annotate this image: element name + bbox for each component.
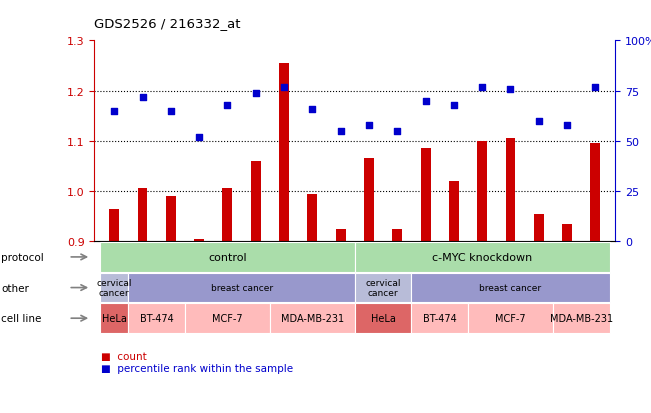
Text: BT-474: BT-474 bbox=[423, 313, 456, 323]
Point bbox=[590, 84, 601, 91]
Bar bbox=[449, 181, 459, 242]
Bar bbox=[223, 189, 232, 242]
Bar bbox=[506, 139, 516, 242]
Point bbox=[562, 122, 572, 129]
Text: GDS2526 / 216332_at: GDS2526 / 216332_at bbox=[94, 17, 241, 29]
Text: MDA-MB-231: MDA-MB-231 bbox=[281, 313, 344, 323]
Point bbox=[222, 102, 232, 109]
Bar bbox=[393, 229, 402, 242]
Text: cervical
cancer: cervical cancer bbox=[96, 278, 132, 297]
Point bbox=[165, 108, 176, 115]
Text: MCF-7: MCF-7 bbox=[495, 313, 526, 323]
Point bbox=[194, 134, 204, 141]
Text: cervical
cancer: cervical cancer bbox=[365, 278, 401, 297]
Bar bbox=[251, 161, 260, 242]
Bar bbox=[534, 214, 544, 242]
Point bbox=[137, 94, 148, 101]
Text: breast cancer: breast cancer bbox=[210, 283, 273, 292]
Text: MCF-7: MCF-7 bbox=[212, 313, 243, 323]
Text: control: control bbox=[208, 252, 247, 262]
Point bbox=[251, 90, 261, 97]
Point bbox=[335, 128, 346, 135]
Bar bbox=[109, 209, 119, 242]
Point bbox=[505, 86, 516, 93]
Text: BT-474: BT-474 bbox=[140, 313, 174, 323]
Text: cell line: cell line bbox=[1, 313, 42, 323]
Text: ■  count: ■ count bbox=[101, 351, 146, 361]
Point bbox=[477, 84, 488, 91]
Bar bbox=[562, 224, 572, 242]
Bar bbox=[477, 141, 487, 242]
Text: ■  percentile rank within the sample: ■ percentile rank within the sample bbox=[101, 363, 293, 373]
Text: breast cancer: breast cancer bbox=[479, 283, 542, 292]
Point bbox=[421, 98, 431, 105]
Bar bbox=[336, 229, 346, 242]
Bar bbox=[279, 64, 289, 242]
Text: c-MYC knockdown: c-MYC knockdown bbox=[432, 252, 533, 262]
Text: other: other bbox=[1, 283, 29, 293]
Text: HeLa: HeLa bbox=[370, 313, 396, 323]
Point bbox=[279, 84, 289, 91]
Bar bbox=[166, 197, 176, 242]
Bar bbox=[307, 194, 317, 242]
Text: MDA-MB-231: MDA-MB-231 bbox=[549, 313, 613, 323]
Bar bbox=[137, 189, 148, 242]
Bar bbox=[421, 149, 430, 242]
Bar bbox=[364, 159, 374, 242]
Bar bbox=[194, 239, 204, 242]
Text: protocol: protocol bbox=[1, 252, 44, 262]
Point bbox=[307, 106, 318, 113]
Point bbox=[449, 102, 459, 109]
Point bbox=[392, 128, 402, 135]
Point bbox=[109, 108, 119, 115]
Point bbox=[364, 122, 374, 129]
Point bbox=[534, 118, 544, 125]
Bar bbox=[590, 144, 600, 242]
Text: HeLa: HeLa bbox=[102, 313, 127, 323]
